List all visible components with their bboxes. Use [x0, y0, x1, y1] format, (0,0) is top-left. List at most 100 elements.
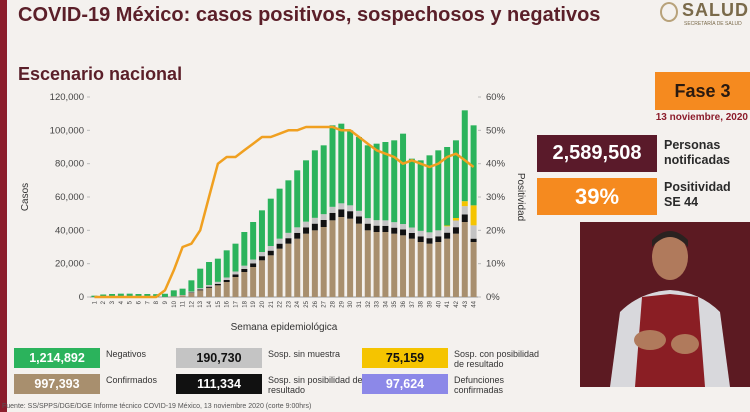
- bar-segment: [408, 227, 415, 233]
- x-tick-label: 21: [269, 300, 275, 307]
- bar-segment: [400, 133, 407, 224]
- x-tick-label: 1: [92, 300, 98, 304]
- legend-label: Defunciones confirmadas: [454, 375, 505, 395]
- bar-segment: [373, 232, 380, 297]
- x-tick-label: 2: [101, 300, 107, 304]
- bar-segment: [223, 280, 230, 282]
- bar-segment: [276, 238, 283, 244]
- bar-segment: [408, 158, 415, 228]
- bar-segment: [250, 263, 257, 267]
- bar-segment: [338, 123, 345, 204]
- bar-segment: [206, 285, 213, 287]
- x-tick-label: 27: [322, 300, 328, 307]
- bar-segment: [400, 229, 407, 236]
- notified-label: Personas notificadas: [664, 138, 730, 167]
- bar-segment: [426, 232, 433, 239]
- x-tick-label: 17: [234, 300, 240, 307]
- x-tick-label: 44: [472, 300, 478, 307]
- bar-segment: [250, 222, 257, 260]
- legend-value: 190,730: [176, 348, 262, 368]
- y-tick-label: 40,000: [55, 225, 84, 236]
- bar-segment: [241, 265, 248, 269]
- legend-label: Sosp. sin muestra: [268, 349, 341, 359]
- bar-segment: [197, 290, 204, 297]
- bar-segment: [391, 140, 398, 223]
- x-tick-label: 42: [454, 300, 460, 307]
- bar-segment: [417, 160, 424, 231]
- bar-segment: [435, 150, 442, 231]
- bar-segment: [382, 232, 389, 297]
- positivity-line: [94, 125, 475, 299]
- x-tick-label: 19: [251, 300, 257, 307]
- bar-segment: [338, 209, 345, 217]
- legend-label: Sosp. sin posibilidad de resultado: [268, 375, 363, 395]
- bar-segment: [170, 290, 177, 297]
- bar-segment: [206, 286, 213, 288]
- bar-segment: [338, 203, 345, 210]
- bar-segment: [470, 205, 477, 226]
- bar-segment: [250, 267, 257, 297]
- x-tick-label: 28: [331, 300, 337, 307]
- bar-segment: [223, 250, 230, 278]
- x-tick-label: 24: [295, 300, 301, 307]
- bar-segment: [435, 242, 442, 297]
- bar-segment: [329, 125, 336, 207]
- bar-segment: [470, 242, 477, 297]
- bar-segment: [258, 210, 265, 252]
- bar-segment: [285, 238, 292, 244]
- bar-segment: [426, 238, 433, 244]
- bar-segment: [285, 232, 292, 239]
- bar-segment: [214, 283, 221, 286]
- positivity-label: Positividad SE 44: [664, 180, 731, 209]
- bar-segment: [417, 242, 424, 297]
- bar-segment: [267, 255, 274, 297]
- x-tick-label: 6: [137, 300, 143, 304]
- bar-segment: [391, 233, 398, 297]
- bar-segment: [311, 217, 318, 224]
- logo: SALUD SECRETARÍA DE SALUD: [660, 0, 750, 30]
- bar-segment: [461, 222, 468, 297]
- x-tick-label: 40: [436, 300, 442, 307]
- y-tick-label: 0: [79, 292, 84, 303]
- bar-segment: [241, 272, 248, 297]
- y2-tick-label: 50%: [486, 125, 506, 136]
- x-tick-label: 4: [119, 300, 125, 304]
- bar-segment: [294, 227, 301, 233]
- y-axis-label: Casos: [20, 183, 31, 211]
- bar-segment: [223, 282, 230, 297]
- bar-segment: [338, 217, 345, 297]
- bar-segment: [303, 233, 310, 297]
- x-tick-label: 30: [348, 300, 354, 307]
- bar-segment: [267, 250, 274, 256]
- bar-segment: [347, 205, 354, 212]
- bar-segment: [197, 268, 204, 289]
- phase-badge: Fase 3: [655, 72, 750, 110]
- x-tick-label: 29: [339, 300, 345, 307]
- bar-segment: [461, 110, 468, 202]
- bar-segment: [294, 232, 301, 239]
- legend-value: 111,334: [176, 374, 262, 394]
- bar-segment: [364, 218, 371, 224]
- bar-segment: [329, 206, 336, 213]
- bar-segment: [355, 137, 362, 211]
- y2-tick-label: 10%: [486, 259, 506, 270]
- y-tick-label: 120,000: [50, 92, 84, 103]
- y2-tick-label: 20%: [486, 225, 506, 236]
- bar-segment: [258, 260, 265, 297]
- legend-value: 997,393: [14, 374, 100, 394]
- footer: Fuente: SS/SPPS/DGE/DGE Informe técnico …: [2, 403, 312, 410]
- bar-segment: [109, 294, 116, 297]
- x-tick-label: 16: [225, 300, 231, 307]
- bar-segment: [276, 248, 283, 297]
- logo-text: SALUD: [682, 0, 749, 20]
- notified-value: 2,589,508: [537, 135, 657, 172]
- y-tick-label: 60,000: [55, 192, 84, 203]
- bar-segment: [206, 262, 213, 285]
- bar-segment: [347, 130, 354, 206]
- bar-segment: [188, 291, 195, 293]
- bar-segment: [373, 220, 380, 226]
- bar-segment: [197, 289, 204, 291]
- x-tick-label: 15: [216, 300, 222, 307]
- y2-tick-label: 40%: [486, 159, 506, 170]
